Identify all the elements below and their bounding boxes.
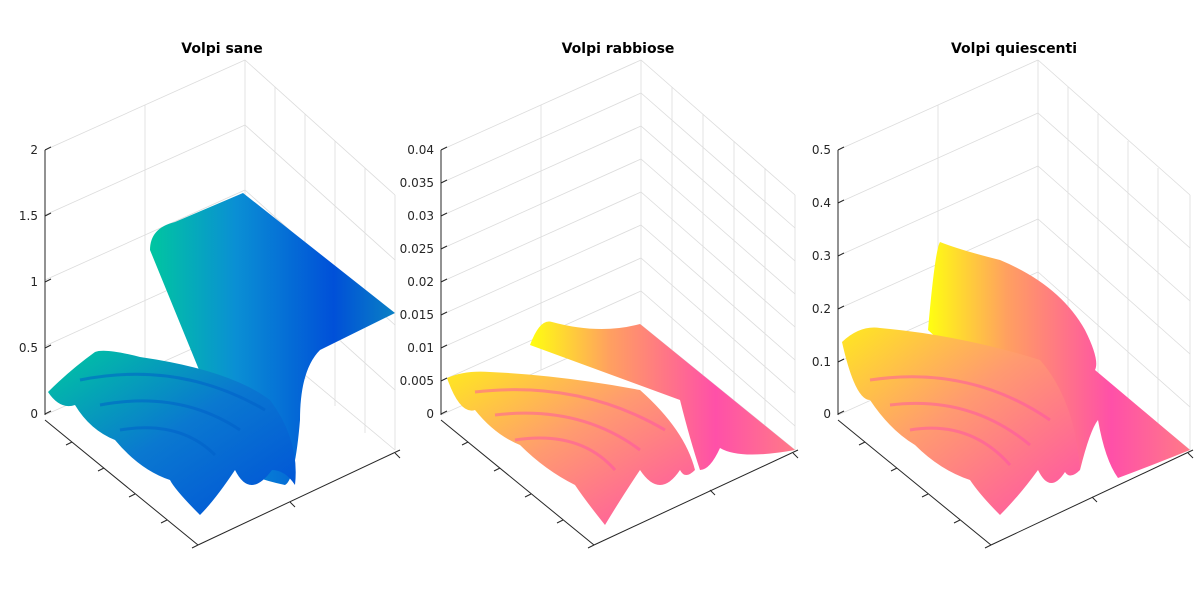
surface-ridge-3 (869, 375, 1051, 466)
ztick-label: 0.03 (407, 209, 434, 223)
panel-volpi-rabbiose: 0.04 0.035 0.03 0.025 0.02 0.015 0.01 0.… (400, 41, 799, 549)
ztick-label: 0 (823, 407, 831, 421)
surface-back-2 (530, 321, 795, 470)
surface-back-3 (928, 242, 1190, 478)
tick-labels-panel-3: 0.5 0.4 0.3 0.2 0.1 0 (812, 143, 831, 421)
surface-ridge-2 (474, 388, 666, 471)
surface-back-plateau-1 (150, 193, 395, 485)
ztick-label: 0.035 (400, 176, 434, 190)
y-axis-1 (44, 419, 199, 546)
ztick-label: 0 (426, 407, 434, 421)
ztick-label: 0.005 (400, 374, 434, 388)
x-axis-2 (593, 449, 799, 546)
tick-labels-panel-1: 2 1.5 1 0.5 0 (19, 143, 38, 421)
ztick-label: 1.5 (19, 209, 38, 223)
ztick-label: 0.5 (19, 341, 38, 355)
ticks-panel-2 (440, 146, 799, 549)
tick-labels-panel-2: 0.04 0.035 0.03 0.025 0.02 0.015 0.01 0.… (400, 143, 434, 421)
ztick-label: 2 (30, 143, 38, 157)
panel-title-2: Volpi rabbiose (562, 41, 675, 57)
ticks-panel-1 (44, 146, 401, 549)
y-axis-3 (837, 419, 992, 546)
surface-front-waves-1 (48, 350, 296, 515)
ztick-label: 0.1 (812, 355, 831, 369)
panel-volpi-sane: 2 1.5 1 0.5 0 Volpi sane (19, 41, 401, 549)
ztick-label: 0.02 (407, 275, 434, 289)
ztick-label: 0.3 (812, 249, 831, 263)
ztick-label: 0.2 (812, 302, 831, 316)
panel-title-3: Volpi quiescenti (951, 41, 1077, 57)
ztick-label: 0.5 (812, 143, 831, 157)
ztick-label: 1 (30, 275, 38, 289)
panel-title-1: Volpi sane (181, 41, 262, 57)
panel-volpi-quiescenti: 0.5 0.4 0.3 0.2 0.1 0 Volpi quiescenti (812, 41, 1194, 549)
surface-front-waves-2 (447, 371, 695, 525)
ztick-label: 0.015 (400, 308, 434, 322)
x-axis-1 (197, 449, 401, 546)
ztick-label: 0.025 (400, 242, 434, 256)
ticks-panel-3 (837, 146, 1194, 549)
ztick-label: 0.4 (812, 196, 831, 210)
y-axis-2 (440, 419, 595, 546)
surface-front-waves-3 (842, 327, 1080, 515)
ztick-label: 0 (30, 407, 38, 421)
surface-ridge-1 (79, 372, 266, 457)
ztick-label: 0.01 (407, 341, 434, 355)
ztick-label: 0.04 (407, 143, 434, 157)
